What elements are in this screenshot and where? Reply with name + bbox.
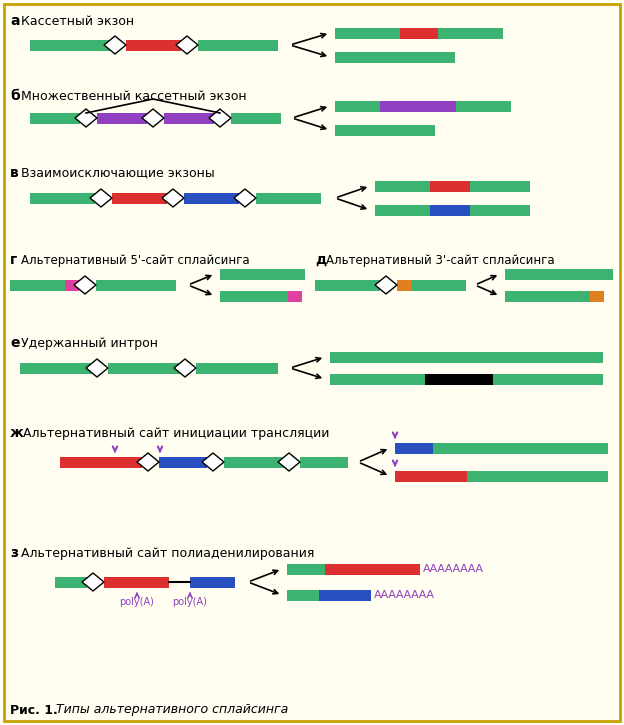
Bar: [397, 280, 411, 291]
Polygon shape: [162, 189, 184, 207]
Text: Множественный кассетный экзон: Множественный кассетный экзон: [21, 89, 246, 102]
Text: poly(A): poly(A): [120, 597, 154, 607]
FancyBboxPatch shape: [4, 4, 620, 721]
Bar: [198, 40, 278, 51]
Text: Типы альтернативного сплайсинга: Типы альтернативного сплайсинга: [56, 703, 288, 716]
Bar: [335, 125, 435, 136]
Text: а: а: [10, 14, 19, 28]
Bar: [330, 352, 603, 363]
Bar: [220, 291, 288, 302]
Bar: [505, 291, 590, 302]
Bar: [55, 577, 87, 588]
Polygon shape: [176, 36, 198, 54]
Text: в: в: [10, 166, 19, 180]
Bar: [287, 590, 319, 601]
Polygon shape: [278, 453, 300, 471]
Bar: [470, 181, 530, 192]
Bar: [126, 40, 181, 51]
Bar: [97, 113, 147, 124]
Bar: [590, 291, 604, 302]
Text: Альтернативный 5'-сайт сплайсинга: Альтернативный 5'-сайт сплайсинга: [21, 254, 250, 267]
Bar: [231, 113, 281, 124]
Bar: [430, 205, 470, 216]
Bar: [505, 269, 613, 280]
Polygon shape: [90, 189, 112, 207]
Bar: [325, 564, 420, 575]
Bar: [288, 291, 302, 302]
Polygon shape: [104, 36, 126, 54]
Text: д: д: [315, 253, 326, 267]
Bar: [433, 443, 608, 454]
Bar: [104, 577, 169, 588]
Bar: [220, 269, 305, 280]
Text: Альтернативный сайт инициации трансляции: Альтернативный сайт инициации трансляции: [23, 426, 329, 439]
Polygon shape: [82, 573, 104, 591]
Bar: [467, 471, 608, 482]
Text: АААААААА: АААААААА: [374, 590, 435, 600]
Bar: [430, 181, 470, 192]
Polygon shape: [174, 359, 196, 377]
Text: АААААААА: АААААААА: [423, 564, 484, 574]
Bar: [315, 280, 380, 291]
Polygon shape: [234, 189, 256, 207]
Bar: [112, 193, 167, 204]
Polygon shape: [375, 276, 397, 294]
Bar: [438, 28, 503, 39]
Bar: [30, 113, 80, 124]
Bar: [65, 280, 79, 291]
Text: Рис. 1.: Рис. 1.: [10, 703, 58, 716]
Text: poly(A): poly(A): [173, 597, 207, 607]
Bar: [335, 52, 455, 63]
Polygon shape: [142, 109, 164, 127]
Bar: [425, 374, 493, 385]
Bar: [375, 205, 430, 216]
Bar: [470, 205, 530, 216]
Bar: [335, 28, 400, 39]
Bar: [395, 443, 433, 454]
Bar: [493, 374, 603, 385]
Bar: [30, 193, 95, 204]
Text: е: е: [10, 336, 19, 350]
Bar: [380, 101, 418, 112]
Bar: [300, 457, 348, 468]
Bar: [108, 363, 180, 374]
Bar: [10, 280, 65, 291]
Bar: [319, 590, 371, 601]
Bar: [400, 28, 438, 39]
Text: г: г: [10, 253, 17, 267]
Polygon shape: [209, 109, 231, 127]
Text: з: з: [10, 546, 18, 560]
Bar: [20, 363, 92, 374]
Bar: [224, 457, 284, 468]
Polygon shape: [137, 453, 159, 471]
Bar: [330, 374, 425, 385]
Text: Взаимоисключающие экзоны: Взаимоисключающие экзоны: [21, 167, 215, 180]
Bar: [256, 193, 321, 204]
Bar: [196, 363, 278, 374]
Text: Кассетный экзон: Кассетный экзон: [21, 14, 134, 28]
Bar: [60, 457, 142, 468]
Bar: [184, 193, 239, 204]
Bar: [164, 113, 214, 124]
Polygon shape: [74, 276, 96, 294]
Bar: [395, 471, 467, 482]
Text: Альтернативный 3'-сайт сплайсинга: Альтернативный 3'-сайт сплайсинга: [326, 254, 555, 267]
Text: Альтернативный сайт полиаденилирования: Альтернативный сайт полиаденилирования: [21, 547, 314, 560]
Bar: [96, 280, 176, 291]
Polygon shape: [202, 453, 224, 471]
Bar: [159, 457, 207, 468]
Bar: [411, 280, 466, 291]
Text: Удержанный интрон: Удержанный интрон: [21, 336, 158, 349]
Bar: [30, 40, 110, 51]
Bar: [190, 577, 235, 588]
Text: б: б: [10, 89, 20, 103]
Bar: [335, 101, 380, 112]
Bar: [456, 101, 511, 112]
Bar: [287, 564, 325, 575]
Bar: [418, 101, 456, 112]
Bar: [375, 181, 430, 192]
Text: ж: ж: [10, 426, 24, 440]
Polygon shape: [86, 359, 108, 377]
Polygon shape: [75, 109, 97, 127]
